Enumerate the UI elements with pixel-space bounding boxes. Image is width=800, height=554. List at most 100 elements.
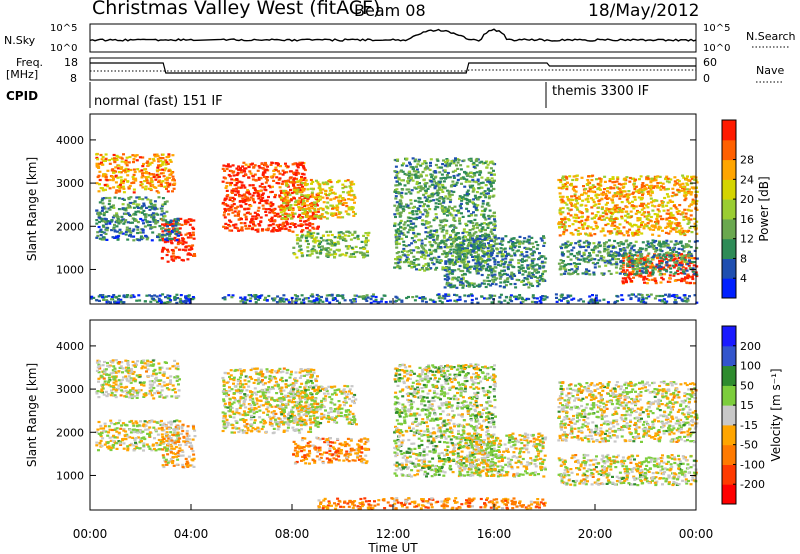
- power-cell: [149, 184, 153, 187]
- power-cell: [326, 247, 330, 250]
- power-cell: [258, 185, 262, 188]
- power-cell: [293, 212, 297, 215]
- power-cell: [234, 207, 238, 210]
- power-cell: [675, 226, 679, 230]
- power-cell: [311, 213, 315, 216]
- power-cell: [640, 186, 644, 189]
- power-cell: [661, 229, 664, 232]
- power-cell: [461, 236, 465, 239]
- power-cell: [398, 265, 402, 268]
- power-cell: [192, 227, 196, 231]
- power-cell: [486, 283, 490, 286]
- power-cell: [316, 256, 320, 259]
- power-cell: [396, 230, 400, 233]
- power-cell: [640, 275, 643, 278]
- power-cell: [651, 199, 655, 202]
- power-cell: [581, 199, 585, 202]
- power-cell: [317, 240, 321, 243]
- power-cell: [477, 283, 481, 286]
- power-cell: [439, 180, 443, 183]
- power-cell: [166, 225, 169, 228]
- power-cell: [179, 217, 183, 220]
- power-cell: [465, 207, 469, 210]
- power-cell: [586, 217, 589, 220]
- power-cell: [649, 180, 653, 183]
- power-cell: [459, 243, 463, 246]
- power-cell: [690, 275, 694, 278]
- power-cell: [489, 167, 493, 170]
- power-cell: [137, 239, 141, 242]
- power-cell: [350, 246, 354, 249]
- power-cell: [481, 267, 485, 270]
- power-cell: [603, 209, 607, 213]
- power-cell: [574, 198, 578, 201]
- power-cell: [443, 209, 447, 212]
- power-cell: [251, 199, 255, 202]
- power-cell: [667, 254, 671, 257]
- power-cell: [668, 274, 672, 277]
- power-cell: [606, 230, 610, 233]
- power-cell: [352, 193, 356, 197]
- power-cell: [400, 237, 404, 240]
- power-cell: [561, 206, 565, 210]
- power-cell: [559, 259, 563, 262]
- power-cell: [127, 204, 131, 208]
- power-cell: [485, 238, 489, 241]
- power-cell: [622, 182, 626, 186]
- power-cell: [638, 217, 642, 220]
- power-cell: [108, 187, 112, 190]
- power-cell: [460, 199, 464, 202]
- power-cell: [307, 242, 310, 246]
- power-cell: [438, 242, 442, 245]
- power-cell: [691, 267, 695, 270]
- power-cell: [482, 279, 486, 282]
- power-cell: [449, 284, 453, 287]
- power-cell: [508, 275, 512, 278]
- power-cell: [353, 236, 357, 240]
- power-cell: [584, 233, 588, 236]
- power-cell: [682, 188, 686, 191]
- power-cell: [498, 250, 502, 254]
- power-cell: [404, 244, 408, 248]
- power-cell: [142, 202, 146, 205]
- power-cell: [317, 244, 321, 247]
- power-cell: [634, 224, 638, 227]
- power-cell: [242, 174, 246, 178]
- power-cell: [572, 185, 576, 188]
- power-cell: [237, 213, 240, 216]
- power-cell: [458, 205, 462, 208]
- power-cell: [678, 224, 682, 228]
- power-cell: [465, 201, 469, 205]
- power-cell: [665, 225, 669, 228]
- power-cell: [132, 228, 136, 231]
- power-cell: [253, 201, 257, 204]
- power-cell: [644, 223, 647, 226]
- power-cell: [253, 211, 257, 214]
- power-cell: [469, 239, 473, 242]
- power-cell: [610, 224, 614, 227]
- power-cell: [685, 281, 689, 285]
- power-cell: [668, 220, 672, 223]
- power-cell: [98, 178, 102, 182]
- power-cell: [473, 174, 477, 177]
- power-cell: [644, 247, 648, 250]
- power-cell: [436, 189, 440, 192]
- power-cell: [341, 197, 345, 200]
- power-cell: [301, 172, 305, 175]
- power-cell: [450, 245, 454, 248]
- power-cell: [422, 179, 426, 182]
- power-cell: [579, 258, 582, 261]
- power-cell: [279, 227, 283, 230]
- power-cell: [630, 231, 634, 234]
- power-cell: [560, 221, 563, 224]
- power-cell: [115, 212, 119, 215]
- power-cell: [243, 186, 247, 189]
- power-cell: [695, 257, 699, 260]
- power-cell: [667, 266, 671, 269]
- power-cell: [472, 243, 476, 246]
- power-cell: [236, 212, 240, 215]
- power-cell: [471, 237, 474, 240]
- power-cell: [487, 242, 490, 245]
- power-cell: [668, 215, 672, 218]
- power-cell: [445, 273, 449, 276]
